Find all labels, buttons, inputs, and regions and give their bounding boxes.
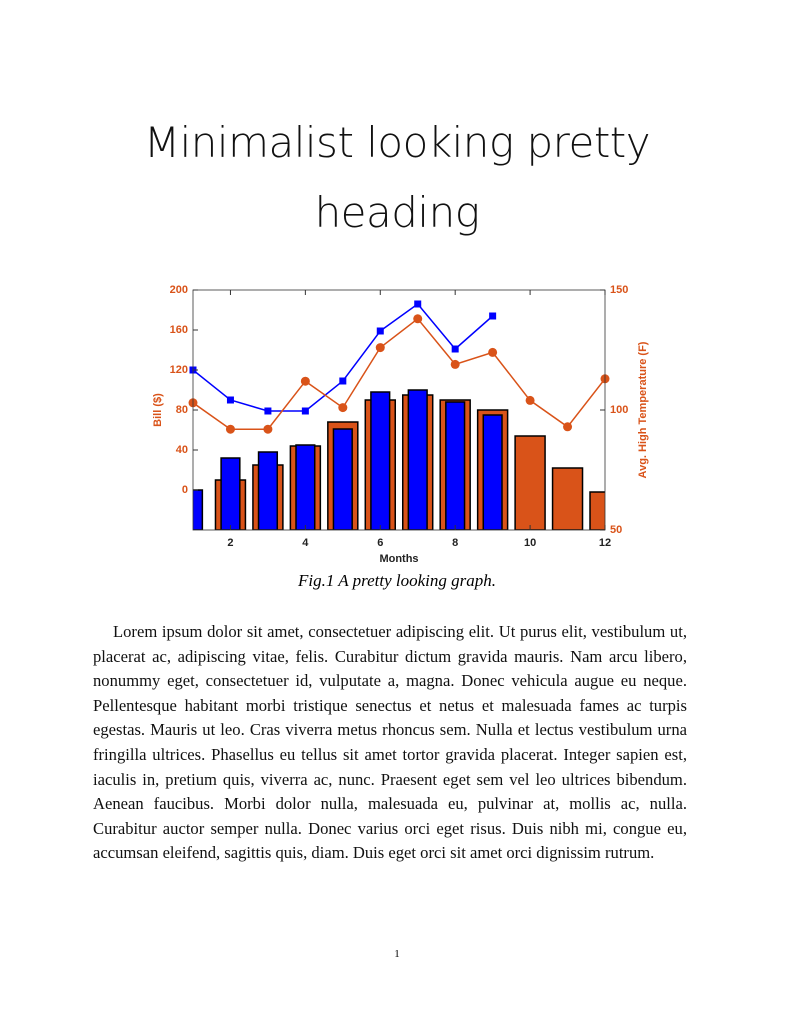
heading: Minimalist looking pretty heading (143, 118, 651, 237)
marker (226, 396, 234, 404)
marker (376, 327, 384, 335)
bar (332, 428, 353, 530)
marker (300, 376, 310, 386)
x-tick-label: 2 (227, 537, 233, 549)
bar (514, 435, 546, 530)
y-tick-label: 0 (182, 484, 188, 496)
bar (551, 467, 584, 530)
marker (450, 359, 460, 369)
bar (589, 491, 605, 530)
marker (338, 403, 348, 413)
x-axis-label: Months (379, 553, 418, 565)
bar (295, 444, 316, 530)
bar (445, 401, 466, 530)
x-tick-label: 10 (524, 537, 536, 549)
marker (489, 312, 497, 320)
page-number: 1 (394, 948, 400, 960)
marker (339, 377, 347, 385)
bar (370, 391, 391, 530)
y-tick-label: 160 (170, 324, 188, 336)
marker (264, 407, 272, 415)
marker (301, 407, 309, 415)
x-tick-label: 12 (599, 537, 611, 549)
plot-area (193, 302, 605, 530)
x-tick-label: 8 (452, 537, 458, 549)
marker (525, 395, 535, 405)
line (193, 302, 494, 412)
marker (414, 300, 422, 308)
bar (407, 389, 428, 530)
marker (225, 424, 235, 434)
bar (193, 489, 204, 530)
y-axis-label: Bill ($) (152, 393, 164, 427)
x-tick-label: 6 (377, 537, 383, 549)
y-tick-label: 40 (176, 444, 188, 456)
marker (413, 314, 423, 324)
marker (375, 343, 385, 353)
chart: Months Bill ($) Avg. High Temperature (F… (152, 284, 649, 565)
line (193, 317, 605, 430)
y-tick-label: 120 (170, 364, 188, 376)
y-tick-label: 80 (176, 404, 188, 416)
body-paragraph: Lorem ipsum dolor sit amet, consectetuer… (93, 622, 687, 863)
y2-axis-label: Avg. High Temperature (F) (637, 341, 649, 478)
marker (263, 424, 273, 434)
bar (220, 457, 241, 530)
y2-tick-label: 100 (610, 404, 628, 416)
bar (482, 414, 503, 530)
bar (257, 451, 279, 530)
figure-caption: Fig.1 A pretty looking graph. (297, 571, 496, 590)
marker (563, 422, 573, 432)
marker (488, 347, 498, 357)
y2-tick-label: 50 (610, 524, 622, 536)
x-tick-label: 4 (302, 537, 309, 549)
y2-tick-label: 150 (610, 284, 628, 296)
marker (451, 345, 459, 353)
y-tick-label: 200 (170, 284, 188, 296)
